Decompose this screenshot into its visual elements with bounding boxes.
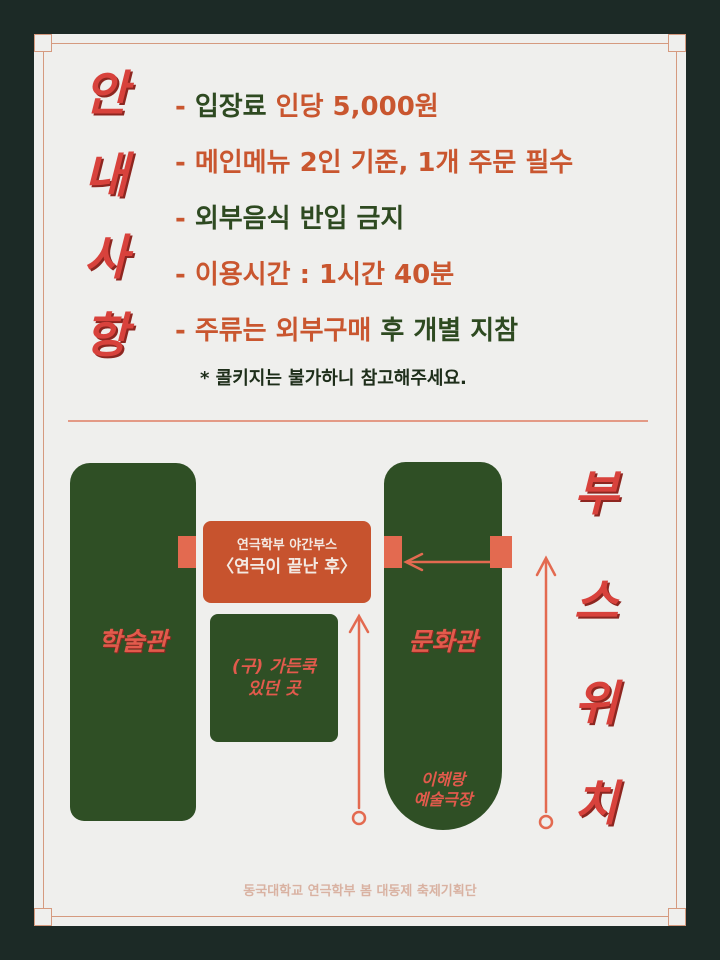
booth-marker: [384, 536, 402, 568]
booth-title-char: 치: [574, 776, 619, 832]
right-building-label: 문화관: [408, 627, 478, 656]
corner-ornament: [34, 34, 52, 52]
notice-item: - 메인메뉴 2인 기준, 1개 주문 필수: [175, 148, 574, 178]
former-garden-cook-area: [210, 614, 338, 742]
theater-label: 이해랑 예술극장: [384, 770, 502, 810]
section-divider: [68, 420, 648, 422]
right-building-shape: [384, 462, 502, 830]
notice-item: - 주류는 외부구매 후 개별 지참: [175, 316, 519, 346]
former-label-line: (구) 가든쿡: [231, 657, 317, 677]
notice-title-char: 사: [84, 230, 129, 286]
booth-label: 연극학부 야간부스 〈연극이 끝난 후〉: [203, 537, 371, 579]
booth-label-line: 〈연극이 끝난 후〉: [217, 557, 357, 577]
booth-title-char: 위: [574, 676, 619, 732]
corner-ornament: [668, 908, 686, 926]
left-building-shape: [70, 463, 196, 821]
notice-title-char: 내: [84, 148, 129, 204]
former-garden-cook-label: (구) 가든쿡 있던 곳: [210, 656, 338, 700]
notice-title-char: 항: [84, 308, 129, 364]
booth-box: [203, 521, 371, 603]
corner-ornament: [668, 34, 686, 52]
left-building-label: 학술관: [98, 627, 168, 656]
corkage-note: * 콜키지는 불가하니 참고해주세요.: [200, 368, 467, 389]
notice-title-char: 안: [84, 66, 129, 122]
corner-ornament: [34, 908, 52, 926]
booth-title-char: 스: [574, 574, 619, 630]
booth-title-char: 부: [574, 466, 619, 522]
booth-marker: [490, 536, 512, 568]
theater-label-line: 예술극장: [413, 790, 473, 809]
notice-item: - 이용시간 : 1시간 40분: [175, 260, 455, 290]
booth-marker: [178, 536, 196, 568]
card-border: [43, 43, 677, 917]
booth-label-line: 연극학부 야간부스: [236, 538, 338, 553]
organizer-footer: 동국대학교 연극학부 봄 대동제 축제기획단: [243, 884, 477, 899]
notice-item: - 입장료 인당 5,000원: [175, 92, 439, 122]
theater-label-line: 이해랑: [420, 770, 466, 789]
notice-item: - 외부음식 반입 금지: [175, 204, 405, 234]
former-label-line: 있던 곳: [247, 679, 301, 699]
